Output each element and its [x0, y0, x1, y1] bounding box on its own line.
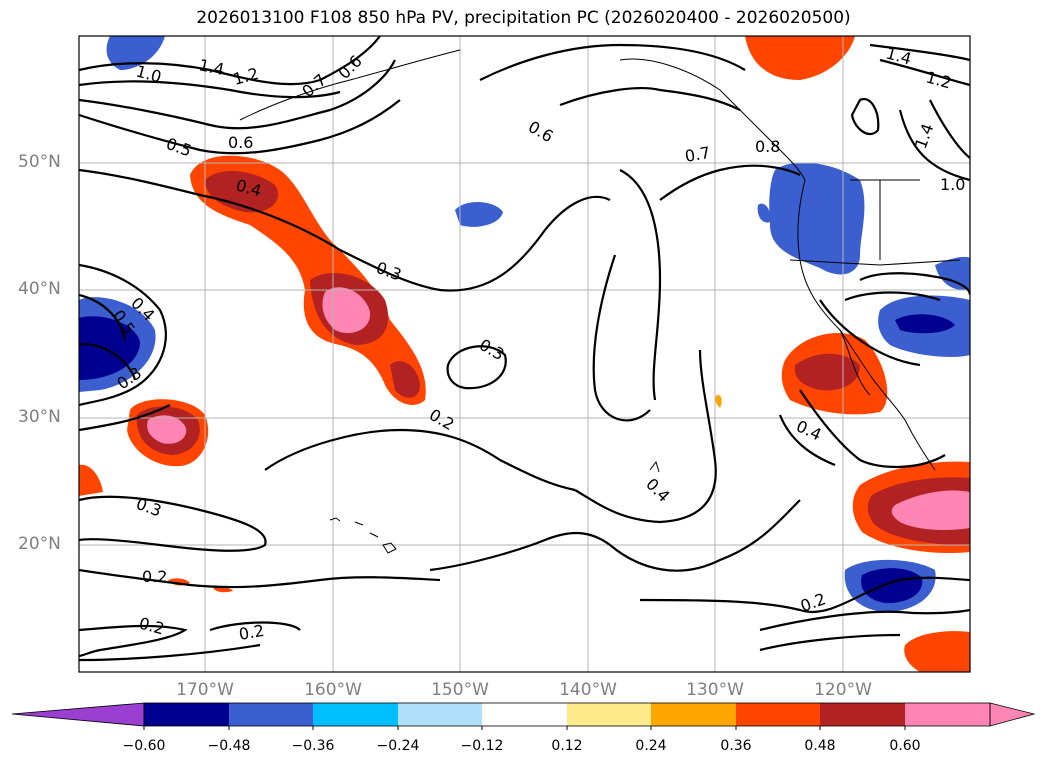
contour-label: 1.0 [134, 62, 164, 87]
contour-label: 0.2 [426, 405, 458, 434]
lon-label: 130°W [686, 680, 744, 700]
contour-label: 0.2 [237, 621, 265, 644]
contour-label: 0.5 [164, 134, 194, 161]
map-panel: 1.4 1.0 1.2 0.7 0.6 0.5 0.6 0.4 0.3 0.4 … [79, 36, 970, 672]
coastlines [239, 49, 961, 554]
colorbar-extend-low [11, 702, 145, 727]
colorbar-swatch [398, 703, 482, 726]
colorbar [11, 702, 1036, 730]
colorbar-tick-label: 0.60 [889, 738, 921, 754]
colorbar-extend-high [905, 703, 1034, 726]
contour-label: 0.3 [374, 258, 404, 285]
contour-label: 1.2 [231, 64, 261, 89]
lat-label: 40°N [18, 279, 61, 299]
pv-contours [79, 36, 970, 662]
colorbar-swatch [144, 703, 229, 726]
contour-label: 0.3 [476, 335, 508, 364]
lat-label: 20°N [18, 534, 61, 554]
contour-label: 0.6 [525, 117, 557, 146]
colorbar-tick-label: −0.12 [460, 738, 504, 754]
contour-label: 0.8 [755, 137, 780, 156]
colorbar-swatch [651, 703, 736, 726]
lon-label: 170°W [176, 680, 234, 700]
contour-label: 1.0 [940, 175, 965, 194]
contour-label: 0.3 [134, 494, 164, 521]
lon-label: 150°W [431, 680, 489, 700]
contour-label: 0.2 [137, 614, 167, 639]
colorbar-tick-label: −0.60 [122, 738, 166, 754]
colorbar-tick-label: 0.12 [551, 738, 583, 754]
contour-label: 0.4 [793, 416, 824, 444]
colorbar-tick-label: −0.36 [291, 738, 335, 754]
precip-fill [79, 36, 970, 672]
contour-label: 0.6 [228, 133, 253, 152]
colorbar-swatch [229, 703, 313, 726]
contour-label: 1.2 [924, 68, 954, 93]
contour-label: 1.4 [197, 55, 226, 79]
colorbar-tick-label: 0.36 [720, 738, 752, 754]
colorbar-tick-label: −0.24 [376, 738, 420, 754]
colorbar-swatch [567, 703, 651, 726]
colorbar-tick-label: 0.24 [635, 738, 667, 754]
contour-label: 1.4 [884, 44, 914, 69]
lat-label: 30°N [18, 407, 61, 427]
colorbar-swatch [482, 703, 567, 726]
contour-label: 0.2 [142, 567, 167, 586]
map-frame [78, 35, 971, 673]
lon-label: 140°W [559, 680, 617, 700]
contour-label: 1.4 [911, 121, 938, 151]
contour-label: 0.7 [683, 143, 711, 166]
contour-label: 0.4 [642, 474, 673, 505]
colorbar-swatch [313, 703, 398, 726]
colorbar-swatch [736, 703, 820, 726]
colorbar-tick-label: 0.48 [804, 738, 836, 754]
colorbar-swatch [820, 703, 905, 726]
map-title: 2026013100 F108 850 hPa PV, precipitatio… [196, 8, 851, 28]
lon-label: 120°W [814, 680, 872, 700]
colorbar-tick-label: −0.48 [207, 738, 251, 754]
lat-label: 50°N [18, 152, 61, 172]
lon-label: 160°W [304, 680, 362, 700]
